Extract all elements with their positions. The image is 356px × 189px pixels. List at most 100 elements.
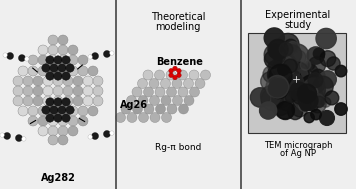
Circle shape bbox=[43, 86, 53, 96]
Circle shape bbox=[63, 96, 73, 106]
Circle shape bbox=[320, 111, 334, 125]
Circle shape bbox=[173, 95, 183, 105]
Circle shape bbox=[132, 104, 142, 114]
Circle shape bbox=[312, 94, 324, 106]
Circle shape bbox=[305, 86, 318, 98]
Circle shape bbox=[88, 135, 92, 139]
Circle shape bbox=[42, 106, 50, 114]
Circle shape bbox=[274, 55, 288, 69]
Text: TEM micrograph: TEM micrograph bbox=[264, 141, 332, 150]
Circle shape bbox=[305, 88, 324, 107]
Circle shape bbox=[308, 73, 323, 88]
Circle shape bbox=[291, 87, 310, 106]
Circle shape bbox=[260, 102, 277, 119]
Circle shape bbox=[277, 33, 299, 55]
Circle shape bbox=[58, 55, 68, 65]
Circle shape bbox=[288, 66, 310, 88]
Circle shape bbox=[143, 70, 153, 80]
Circle shape bbox=[272, 60, 294, 82]
Circle shape bbox=[278, 61, 287, 69]
Circle shape bbox=[48, 106, 58, 116]
Circle shape bbox=[183, 78, 194, 88]
Circle shape bbox=[307, 47, 324, 64]
Circle shape bbox=[78, 55, 88, 65]
Circle shape bbox=[264, 28, 284, 48]
Text: study: study bbox=[284, 20, 312, 30]
Circle shape bbox=[287, 74, 304, 91]
Circle shape bbox=[19, 55, 25, 62]
Circle shape bbox=[93, 96, 103, 106]
Circle shape bbox=[38, 55, 48, 65]
Circle shape bbox=[261, 72, 280, 91]
Circle shape bbox=[54, 72, 62, 80]
Circle shape bbox=[91, 53, 99, 60]
Circle shape bbox=[316, 28, 336, 49]
Circle shape bbox=[149, 78, 159, 88]
Circle shape bbox=[46, 56, 54, 64]
Circle shape bbox=[50, 64, 58, 72]
Circle shape bbox=[305, 60, 315, 70]
Circle shape bbox=[297, 69, 308, 80]
Circle shape bbox=[38, 126, 48, 136]
Circle shape bbox=[58, 135, 68, 145]
Circle shape bbox=[48, 35, 58, 45]
Circle shape bbox=[268, 39, 288, 60]
Circle shape bbox=[58, 45, 68, 55]
Circle shape bbox=[48, 66, 58, 76]
Circle shape bbox=[276, 81, 287, 93]
Circle shape bbox=[302, 78, 325, 101]
Circle shape bbox=[161, 95, 171, 105]
Circle shape bbox=[23, 86, 33, 96]
Circle shape bbox=[155, 70, 164, 80]
Circle shape bbox=[271, 60, 294, 83]
Text: Theoretical: Theoretical bbox=[151, 12, 205, 22]
Circle shape bbox=[58, 126, 68, 136]
Circle shape bbox=[325, 91, 339, 105]
Circle shape bbox=[283, 66, 294, 76]
Circle shape bbox=[298, 91, 318, 110]
Circle shape bbox=[68, 126, 78, 136]
Circle shape bbox=[169, 73, 173, 77]
Circle shape bbox=[83, 86, 93, 96]
Circle shape bbox=[42, 64, 50, 72]
Circle shape bbox=[15, 135, 22, 142]
Circle shape bbox=[28, 66, 38, 76]
Circle shape bbox=[173, 75, 177, 80]
Circle shape bbox=[13, 96, 23, 106]
Circle shape bbox=[46, 114, 54, 122]
Circle shape bbox=[38, 106, 48, 116]
Circle shape bbox=[287, 74, 295, 83]
Circle shape bbox=[287, 74, 311, 98]
Circle shape bbox=[23, 96, 33, 106]
Circle shape bbox=[83, 76, 93, 86]
Circle shape bbox=[319, 71, 336, 88]
Circle shape bbox=[53, 76, 63, 86]
Circle shape bbox=[300, 71, 319, 90]
Circle shape bbox=[115, 112, 126, 122]
Circle shape bbox=[33, 96, 43, 106]
Circle shape bbox=[281, 57, 294, 70]
Circle shape bbox=[298, 63, 318, 83]
Circle shape bbox=[23, 76, 33, 86]
Circle shape bbox=[291, 50, 306, 65]
Circle shape bbox=[138, 112, 148, 122]
Circle shape bbox=[284, 39, 297, 52]
Circle shape bbox=[277, 49, 292, 65]
Circle shape bbox=[138, 95, 148, 105]
Circle shape bbox=[155, 87, 165, 97]
Circle shape bbox=[103, 130, 110, 137]
Circle shape bbox=[286, 66, 307, 88]
Circle shape bbox=[156, 104, 166, 114]
Circle shape bbox=[281, 51, 292, 62]
Circle shape bbox=[25, 57, 29, 61]
Circle shape bbox=[272, 89, 290, 108]
Circle shape bbox=[161, 78, 171, 88]
Circle shape bbox=[295, 86, 307, 98]
Circle shape bbox=[58, 66, 68, 76]
Circle shape bbox=[276, 101, 294, 120]
Circle shape bbox=[58, 106, 68, 116]
Circle shape bbox=[277, 65, 291, 79]
Circle shape bbox=[91, 132, 99, 139]
Circle shape bbox=[313, 48, 325, 59]
Circle shape bbox=[276, 60, 300, 84]
